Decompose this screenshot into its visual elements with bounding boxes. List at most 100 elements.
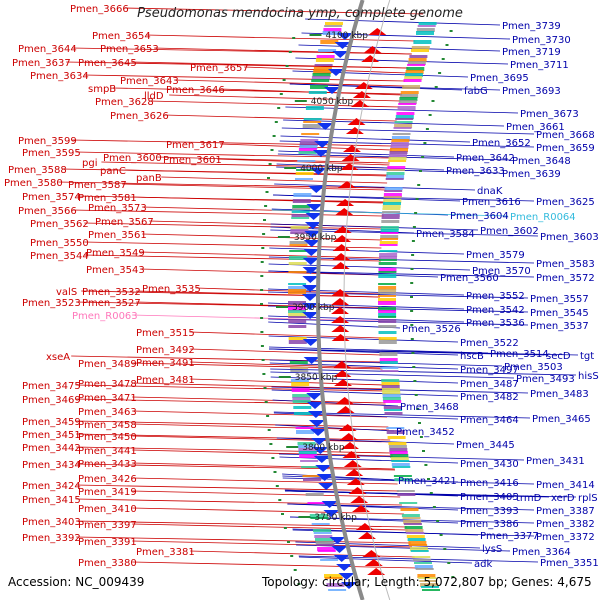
leader-line xyxy=(274,183,476,191)
feature-block xyxy=(378,274,397,278)
leader-line xyxy=(298,44,501,52)
feature-block xyxy=(288,271,307,273)
forward-gene-arrow xyxy=(331,262,350,269)
gene-label-right: Pmen_3560 xyxy=(440,273,499,284)
gc-marker xyxy=(445,44,449,46)
gene-label-right: Pmen_3668 xyxy=(536,130,595,141)
feature-block xyxy=(303,121,322,123)
gc-marker xyxy=(285,65,289,67)
feature-block xyxy=(289,241,308,244)
gc-marker xyxy=(425,128,429,130)
gene-label-right: dnaK xyxy=(477,186,503,197)
gc-marker xyxy=(277,107,281,109)
gc-marker xyxy=(260,317,264,319)
gene-label-left: Pmen_3463 xyxy=(78,407,137,418)
leader-line xyxy=(132,490,401,498)
feature-block xyxy=(390,145,409,149)
gc-marker xyxy=(410,282,414,284)
gc-marker xyxy=(443,548,447,550)
gene-label-left: Pmen_3549 xyxy=(86,248,145,259)
feature-block xyxy=(292,394,311,398)
gc-marker xyxy=(441,58,445,60)
gene-label-right: xerD xyxy=(551,493,575,504)
gene-label-right: Pmen_3719 xyxy=(502,47,561,58)
leader-line xyxy=(76,484,400,492)
reverse-gene-arrow xyxy=(336,564,353,571)
reverse-gene-arrow xyxy=(310,168,327,175)
feature-block xyxy=(322,31,341,35)
gene-label-left: Pmen_3600 xyxy=(103,153,162,164)
feature-block xyxy=(390,148,408,152)
leader-line xyxy=(268,346,489,354)
gc-marker xyxy=(414,394,418,396)
gc-marker xyxy=(270,149,274,151)
gene-label-left: Pmen_3595 xyxy=(22,148,81,159)
reverse-gene-arrow xyxy=(331,546,348,553)
feature-block xyxy=(288,286,307,290)
feature-block xyxy=(305,106,324,110)
feature-block xyxy=(379,361,398,364)
feature-block xyxy=(379,244,398,246)
gene-label-right: Pmen_3570 xyxy=(472,266,531,277)
gene-label-right: Pmen_3639 xyxy=(502,169,561,180)
gene-label-left: Pmen_3419 xyxy=(78,487,137,498)
gene-label-left: Pmen_3403 xyxy=(22,517,81,528)
gene-label-right: adk xyxy=(474,559,492,570)
leader-line xyxy=(169,94,401,102)
leader-line xyxy=(132,540,413,548)
leader-line xyxy=(71,355,383,363)
feature-block xyxy=(382,211,401,213)
gc-marker xyxy=(410,296,413,298)
feature-block xyxy=(401,514,420,517)
gene-label-left: Pmen_3489 xyxy=(78,359,137,370)
gene-label-left: Pmen_3654 xyxy=(92,31,151,42)
feature-block xyxy=(288,262,307,265)
feature-block xyxy=(384,409,403,411)
feature-block xyxy=(417,25,436,27)
feature-block xyxy=(406,535,425,538)
leader-line xyxy=(76,446,393,454)
feature-block xyxy=(382,205,401,208)
gene-label-right: rplS xyxy=(578,493,598,504)
reverse-gene-arrow xyxy=(336,33,353,40)
gc-marker xyxy=(261,359,265,361)
gene-label-right: Pmen_3603 xyxy=(540,232,599,243)
feature-block xyxy=(382,388,400,392)
gene-label-right: Pmen_3421 xyxy=(398,476,457,487)
feature-block xyxy=(290,367,309,369)
reverse-gene-arrow xyxy=(305,213,322,220)
leader-line xyxy=(157,156,390,164)
forward-gene-arrow xyxy=(332,244,351,251)
gene-label-right: Pmen_3537 xyxy=(530,321,589,332)
gc-marker xyxy=(417,184,421,186)
feature-block xyxy=(316,544,335,546)
feature-block xyxy=(296,169,315,171)
feature-block xyxy=(381,214,400,217)
feature-block xyxy=(311,76,330,80)
feature-block xyxy=(402,85,421,89)
leader-line xyxy=(76,433,391,441)
gc-marker xyxy=(262,373,266,375)
feature-block xyxy=(291,217,310,219)
leader-line xyxy=(136,301,381,309)
gene-label-right: Pmen_3497 xyxy=(460,365,519,376)
backbone-outer-ring xyxy=(316,0,365,601)
forward-gene-arrow xyxy=(343,145,361,152)
gc-marker xyxy=(424,464,428,466)
reverse-gene-arrow xyxy=(304,231,321,238)
gc-marker xyxy=(297,583,301,585)
feature-block xyxy=(386,427,405,429)
reverse-gene-arrow xyxy=(310,429,326,436)
feature-block xyxy=(380,229,399,232)
gc-marker xyxy=(264,205,268,207)
gene-label-left: Pmen_3550 xyxy=(30,238,89,249)
gc-marker xyxy=(260,303,263,305)
feature-block xyxy=(290,226,309,230)
gene-label-right: Pmen_3557 xyxy=(530,294,589,305)
gene-label-left: Pmen_3561 xyxy=(88,230,147,241)
feature-block xyxy=(383,400,402,403)
tick-label: 3950 kbp xyxy=(294,233,337,243)
reverse-gene-arrow xyxy=(306,204,323,211)
gene-label-right: Pmen_3430 xyxy=(460,459,519,470)
gene-label-right: Pmen_3730 xyxy=(512,35,571,46)
